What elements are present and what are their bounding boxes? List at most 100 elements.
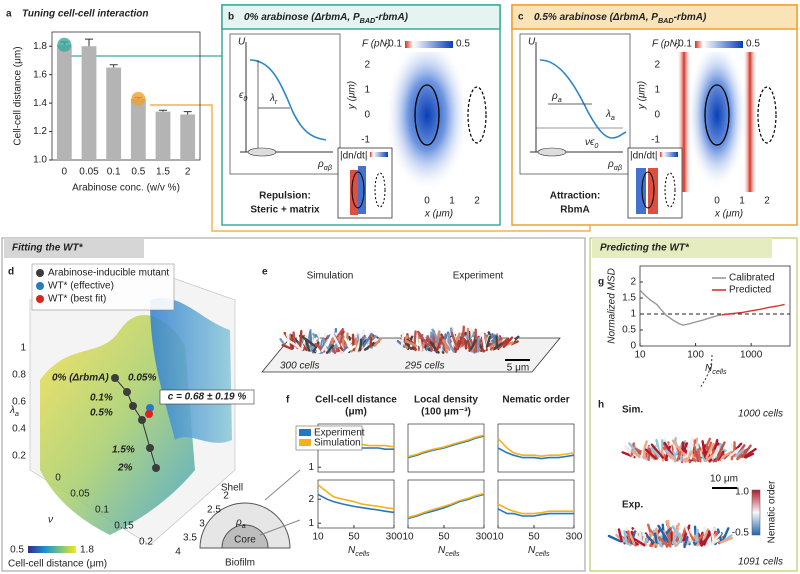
series-line bbox=[317, 484, 395, 510]
inset-field bbox=[648, 168, 658, 214]
cell-rod bbox=[682, 524, 691, 542]
series-line bbox=[407, 493, 485, 520]
x-tick-label: 2 bbox=[474, 196, 480, 207]
caption: Steric + matrix bbox=[250, 205, 320, 216]
cell-rod bbox=[676, 451, 682, 462]
point bbox=[129, 402, 137, 410]
cell-rod bbox=[658, 536, 669, 548]
cell-rod bbox=[711, 532, 722, 544]
cell-rod bbox=[404, 342, 416, 351]
x-tick-label: 10 bbox=[312, 532, 324, 543]
x-axis-title: Arabinose conc. (w/v %) bbox=[72, 183, 180, 194]
x-tick-label: 300 bbox=[566, 532, 583, 543]
inset-field bbox=[350, 170, 358, 215]
axis-title: λa bbox=[9, 405, 19, 419]
cell-rod bbox=[717, 450, 725, 461]
cell-rod bbox=[650, 443, 665, 459]
cell-rod bbox=[299, 329, 303, 347]
surface-plot bbox=[29, 263, 255, 546]
series-line bbox=[317, 493, 395, 514]
cell-rod bbox=[417, 331, 429, 347]
symbol: ραβ bbox=[317, 159, 332, 173]
fitting-frame bbox=[1, 237, 586, 572]
cell-rod bbox=[502, 336, 514, 349]
column-title: Nematic order bbox=[502, 395, 569, 406]
plot-frame bbox=[497, 423, 575, 473]
inset-field bbox=[358, 166, 366, 214]
text-part: cells bbox=[445, 549, 460, 558]
annotation: 1.5% bbox=[112, 445, 135, 456]
cell-outline bbox=[467, 86, 487, 144]
y-tick-label: 0 bbox=[630, 341, 636, 352]
predicting-header bbox=[592, 238, 772, 258]
tick-label: 0.8 bbox=[12, 370, 26, 381]
tick-label: 0.05 bbox=[70, 489, 90, 500]
y-tick-label: 1 bbox=[308, 518, 314, 529]
series-line bbox=[497, 503, 574, 515]
legend-label: Calibrated bbox=[729, 273, 775, 284]
panel-label: h bbox=[598, 400, 604, 411]
cell-rod bbox=[646, 535, 655, 544]
cell-rod bbox=[657, 524, 670, 543]
tick-label: 4 bbox=[175, 547, 181, 558]
annotation: 0% (ΔrbmA) bbox=[52, 373, 109, 384]
legend bbox=[295, 425, 363, 451]
panel-title: Tuning cell-cell interaction bbox=[22, 9, 149, 20]
row-label: Exp. bbox=[622, 500, 643, 511]
caption: RbmA bbox=[560, 205, 589, 216]
y-tick-label: 1 bbox=[630, 309, 636, 320]
cell-rod bbox=[331, 332, 341, 348]
tick-label: 0 bbox=[55, 473, 61, 484]
y-tick-label: 1 bbox=[654, 85, 660, 96]
point bbox=[111, 374, 119, 382]
bar bbox=[130, 98, 146, 160]
y-axis-title: y (μm) bbox=[637, 81, 648, 110]
cell-outline bbox=[414, 84, 440, 146]
x-tick-label: 50 bbox=[348, 532, 360, 543]
colorbar bbox=[751, 489, 761, 536]
text-part: λ bbox=[269, 93, 275, 104]
schematic-label: Core bbox=[234, 535, 256, 546]
y-tick-label: 1.8 bbox=[33, 41, 47, 52]
cell-rod bbox=[744, 452, 755, 459]
text-part: cells bbox=[712, 367, 727, 376]
cell-rod bbox=[626, 530, 631, 543]
y-tick-label: -1 bbox=[361, 135, 370, 146]
plot-frame bbox=[407, 479, 485, 529]
cell-outline bbox=[374, 172, 386, 208]
cell-rod bbox=[326, 333, 334, 347]
column-title: Local density bbox=[414, 395, 478, 406]
cell-outline bbox=[664, 172, 676, 208]
text-part: a bbox=[15, 409, 19, 418]
text-part: 0 bbox=[243, 94, 247, 103]
colorbar-title: F (pN) bbox=[652, 39, 680, 50]
cell-rod bbox=[712, 445, 720, 458]
field bbox=[385, 52, 469, 192]
cell-rod bbox=[481, 333, 487, 350]
fitting-header bbox=[4, 238, 144, 258]
cell-rod bbox=[741, 444, 752, 459]
colorbar bbox=[695, 41, 743, 48]
inset-colorbar bbox=[370, 152, 388, 157]
x-tick-label: 0 bbox=[424, 196, 430, 207]
panel-b-header bbox=[221, 4, 501, 30]
column-title: (100 μm⁻³) bbox=[421, 407, 471, 418]
cell-rod bbox=[717, 441, 726, 457]
inset bbox=[627, 147, 683, 219]
panel-c-header bbox=[511, 4, 798, 30]
error-bar bbox=[109, 64, 118, 68]
banner: Fitting the WT* bbox=[12, 243, 84, 254]
caption: Attraction: bbox=[550, 191, 601, 202]
panel-label: d bbox=[8, 267, 14, 278]
surface bbox=[40, 314, 195, 535]
cell-rod bbox=[363, 341, 375, 351]
y-tick-label: 2 bbox=[630, 277, 636, 288]
y-tick-label: 1.4 bbox=[33, 98, 47, 109]
legend-label: WT* (best fit) bbox=[48, 294, 106, 305]
text-part: ρ bbox=[607, 159, 614, 170]
text-part: N bbox=[438, 545, 446, 556]
core bbox=[221, 524, 269, 549]
column-title: (μm) bbox=[345, 407, 367, 418]
text-part: λ bbox=[605, 109, 611, 120]
scale-label: 5 μm bbox=[507, 363, 529, 374]
